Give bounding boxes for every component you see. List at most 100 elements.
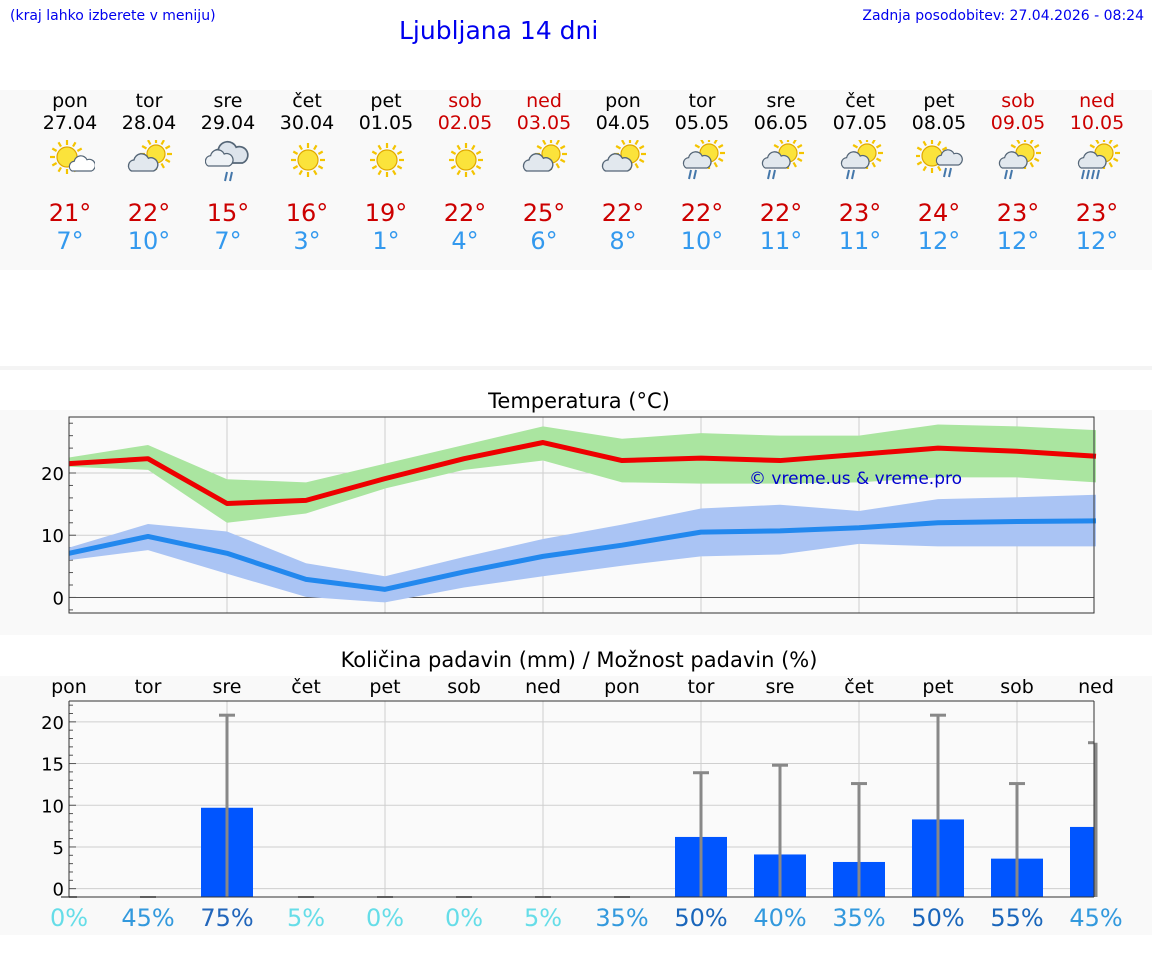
- rain-bar: [1070, 826, 1094, 897]
- temp-min: 11°: [838, 227, 882, 255]
- x-category-label: čet: [291, 676, 321, 698]
- temp-min: 4°: [451, 227, 479, 255]
- rain-probability: 45%: [1069, 904, 1122, 932]
- x-category-label: sre: [213, 676, 242, 698]
- rain-probability: 75%: [200, 904, 253, 932]
- y-tick-label: 20: [41, 464, 64, 485]
- temp-min: 8°: [609, 227, 637, 255]
- rain-probability: 5%: [524, 904, 562, 932]
- day-name: sre: [766, 90, 796, 112]
- cloud-sun-icon: [600, 138, 648, 184]
- sun-rain-icon: [837, 137, 885, 184]
- x-category-label: pet: [369, 676, 400, 698]
- temp-max-line: [68, 440, 1097, 506]
- day-name: čet: [845, 90, 875, 112]
- divider: [0, 366, 1152, 370]
- temp-min: 6°: [530, 227, 558, 255]
- day-date: 29.04: [200, 112, 256, 134]
- day-date: 08.05: [911, 112, 967, 134]
- x-category-label: pet: [922, 676, 953, 698]
- temp-max-band: [69, 424, 1096, 523]
- rain-probability: 50%: [674, 904, 727, 932]
- day-name: pet: [370, 90, 402, 112]
- day-date: 05.05: [674, 112, 730, 134]
- y-tick-label: 5: [53, 838, 64, 859]
- y-tick-label: 15: [41, 755, 64, 776]
- day-name: pet: [923, 90, 955, 112]
- temp-max: 15°: [206, 199, 250, 227]
- sun-icon: [363, 140, 411, 184]
- x-category-label: ned: [525, 676, 561, 698]
- day-name: ned: [526, 90, 562, 112]
- cloud-sun-icon: [126, 138, 174, 184]
- temp-max: 23°: [838, 199, 882, 227]
- daily-forecast-strip: pon 27.04 21° 7° tor 28.04 22° 10° sre 29.04 15° 7°…: [0, 90, 1152, 270]
- day-name: sre: [213, 90, 243, 112]
- day-name: pon: [52, 90, 88, 112]
- chart-title: Temperatura (°C): [487, 389, 670, 413]
- temp-max: 19°: [364, 199, 408, 227]
- temp-min: 12°: [917, 227, 961, 255]
- rain-probability: 0%: [366, 904, 404, 932]
- day-name: ned: [1079, 90, 1115, 112]
- sun-rain-cloud-icon: [915, 139, 964, 184]
- x-category-label: sre: [766, 676, 795, 698]
- temp-max: 22°: [759, 199, 803, 227]
- temp-min: 12°: [996, 227, 1040, 255]
- y-tick-label: 0: [53, 880, 64, 901]
- sun-icon: [284, 140, 332, 184]
- day-date: 27.04: [42, 112, 98, 134]
- x-category-label: pon: [604, 676, 640, 698]
- sun-rain-icon: [679, 137, 727, 184]
- day-date: 10.05: [1069, 112, 1125, 134]
- temp-max: 22°: [680, 199, 724, 227]
- x-category-label: tor: [135, 676, 162, 698]
- temp-max: 24°: [917, 199, 961, 227]
- day-name: tor: [135, 90, 163, 112]
- y-tick-label: 10: [41, 796, 64, 817]
- temp-max: 16°: [285, 199, 329, 227]
- rain-probability: 55%: [990, 904, 1043, 932]
- temp-min: 1°: [372, 227, 400, 255]
- temp-max: 22°: [601, 199, 645, 227]
- day-date: 04.05: [595, 112, 651, 134]
- x-category-label: sob: [1000, 676, 1034, 698]
- sun-heavy-rain-icon: [1074, 137, 1122, 184]
- temp-max: 23°: [1075, 199, 1119, 227]
- temp-min: 11°: [759, 227, 803, 255]
- location-hint: (kraj lahko izberete v meniju): [10, 8, 216, 24]
- temp-min: 3°: [293, 227, 321, 255]
- sun-icon: [442, 140, 490, 184]
- y-tick-label: 20: [41, 713, 64, 734]
- temp-max: 25°: [522, 199, 566, 227]
- day-name: sob: [1001, 90, 1035, 112]
- rain-probability: 5%: [287, 904, 325, 932]
- rain-probability: 35%: [595, 904, 648, 932]
- day-name: čet: [292, 90, 322, 112]
- x-category-label: ned: [1078, 676, 1114, 698]
- cloud-sun-icon: [521, 138, 569, 184]
- rain-probability: 50%: [911, 904, 964, 932]
- temp-max: 23°: [996, 199, 1040, 227]
- y-tick-label: 10: [41, 526, 64, 547]
- chart-title: Količina padavin (mm) / Možnost padavin …: [341, 648, 818, 672]
- plot-frame: [68, 416, 1095, 614]
- x-category-label: sob: [447, 676, 481, 698]
- rain-probability: 0%: [445, 904, 483, 932]
- page-title: Ljubljana 14 dni: [399, 16, 599, 45]
- temp-max: 21°: [48, 199, 92, 227]
- day-name: sob: [448, 90, 482, 112]
- rain-probability: 40%: [753, 904, 806, 932]
- last-updated: Zadnja posodobitev: 27.04.2026 - 08:24: [862, 8, 1144, 24]
- temp-min: 7°: [214, 227, 242, 255]
- sun-rain-icon: [758, 137, 806, 184]
- day-date: 06.05: [753, 112, 809, 134]
- sun-rain-icon: [995, 137, 1043, 184]
- temp-min: 7°: [56, 227, 84, 255]
- temp-min: 10°: [680, 227, 724, 255]
- watermark: © vreme.us & vreme.pro: [749, 469, 962, 489]
- day-name: tor: [688, 90, 716, 112]
- day-date: 28.04: [121, 112, 177, 134]
- x-category-label: pon: [51, 676, 87, 698]
